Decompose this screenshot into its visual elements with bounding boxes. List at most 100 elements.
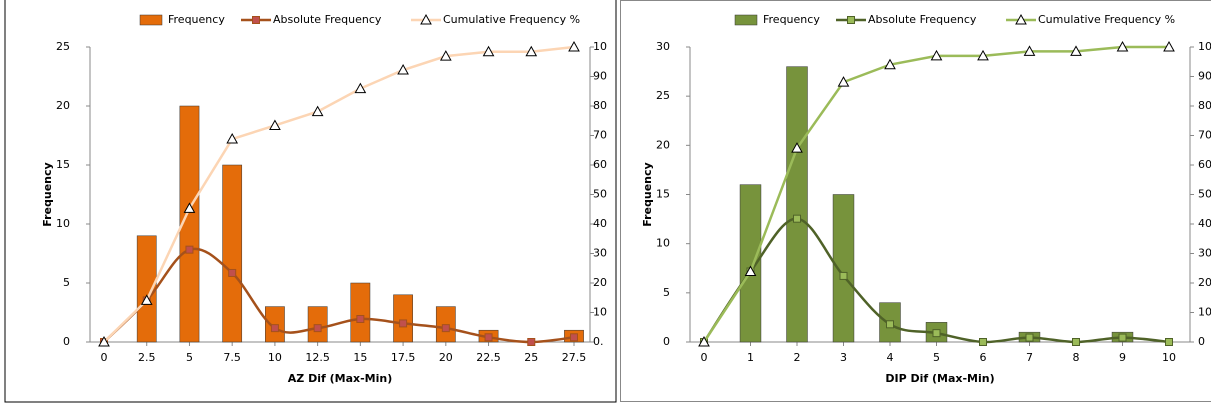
y2-tick-label: 30 bbox=[1198, 247, 1211, 260]
x-tick-label: 4 bbox=[887, 351, 894, 364]
marker bbox=[400, 320, 407, 327]
bar bbox=[223, 165, 242, 342]
x-tick-label: 7.5 bbox=[223, 351, 241, 364]
x-tick-label: 15 bbox=[353, 351, 367, 364]
y-tick-label: 30 bbox=[656, 40, 670, 53]
y-tick-label: 25 bbox=[56, 40, 70, 53]
legend-swatch bbox=[140, 15, 162, 25]
x-tick-label: 9 bbox=[1119, 351, 1126, 364]
marker bbox=[528, 339, 535, 346]
x-tick-label: 10 bbox=[268, 351, 282, 364]
x-tick-label: 10 bbox=[1162, 351, 1176, 364]
y2-tick-label: 0. bbox=[593, 335, 604, 348]
y-tick-label: 20 bbox=[56, 99, 70, 112]
x-tick-label: 17.5 bbox=[391, 351, 416, 364]
y2-tick-label: 20 bbox=[1198, 276, 1211, 289]
marker bbox=[1026, 334, 1033, 341]
x-tick-label: 12.5 bbox=[305, 351, 330, 364]
marker bbox=[485, 334, 492, 341]
bar bbox=[740, 185, 761, 342]
y2-tick-label: 60 bbox=[593, 158, 607, 171]
y2-tick-label: 70 bbox=[593, 129, 607, 142]
y2-tick-label: 10 bbox=[1198, 40, 1211, 53]
y2-tick-label: 0 bbox=[1198, 335, 1205, 348]
bar bbox=[137, 236, 156, 342]
y-axis-title: Frequency bbox=[641, 162, 654, 226]
line bbox=[104, 47, 574, 342]
marker bbox=[271, 325, 278, 332]
legend-label: Cumulative Frequency % bbox=[1038, 13, 1175, 26]
marker bbox=[933, 330, 940, 337]
x-tick-label: 0 bbox=[101, 351, 108, 364]
y2-tick-label: 10 bbox=[593, 40, 607, 53]
marker bbox=[186, 246, 193, 253]
legend-swatch bbox=[735, 15, 757, 25]
marker bbox=[840, 272, 847, 279]
x-axis-title: AZ Dif (Max-Min) bbox=[288, 372, 392, 385]
line bbox=[104, 249, 574, 342]
marker bbox=[442, 325, 449, 332]
x-tick-label: 2.5 bbox=[138, 351, 156, 364]
marker bbox=[357, 315, 364, 322]
x-tick-label: 5 bbox=[186, 351, 193, 364]
y2-tick-label: 50 bbox=[593, 188, 607, 201]
y-tick-label: 15 bbox=[656, 188, 670, 201]
marker bbox=[253, 17, 260, 24]
x-tick-label: 25 bbox=[524, 351, 538, 364]
bar bbox=[787, 67, 808, 342]
y2-tick-label: 30 bbox=[593, 247, 607, 260]
marker bbox=[1119, 334, 1126, 341]
legend-label: Frequency bbox=[763, 13, 820, 26]
x-axis-title: DIP Dif (Max-Min) bbox=[885, 372, 994, 385]
x-tick-label: 8 bbox=[1073, 351, 1080, 364]
x-tick-label: 27.5 bbox=[562, 351, 587, 364]
bar bbox=[351, 283, 370, 342]
x-tick-label: 2 bbox=[794, 351, 801, 364]
y-tick-label: 0 bbox=[63, 335, 70, 348]
marker bbox=[980, 339, 987, 346]
y2-tick-label: 10 bbox=[593, 306, 607, 319]
marker bbox=[887, 321, 894, 328]
x-tick-label: 6 bbox=[980, 351, 987, 364]
y2-tick-label: 80 bbox=[1198, 99, 1211, 112]
marker bbox=[794, 215, 801, 222]
x-tick-label: 1 bbox=[747, 351, 754, 364]
line bbox=[704, 47, 1169, 342]
marker bbox=[1166, 339, 1173, 346]
y2-tick-label: 80 bbox=[593, 99, 607, 112]
marker bbox=[314, 325, 321, 332]
x-tick-label: 22.5 bbox=[476, 351, 501, 364]
bar bbox=[393, 295, 412, 342]
y2-tick-label: 70 bbox=[1198, 129, 1211, 142]
y2-tick-label: 50 bbox=[1198, 188, 1211, 201]
x-tick-label: 5 bbox=[933, 351, 940, 364]
y2-tick-label: 10 bbox=[1198, 306, 1211, 319]
legend-label: Absolute Frequency bbox=[273, 13, 382, 26]
y-tick-label: 10 bbox=[56, 217, 70, 230]
y2-tick-label: 40 bbox=[593, 217, 607, 230]
x-tick-label: 0 bbox=[701, 351, 708, 364]
y-tick-label: 0 bbox=[663, 335, 670, 348]
y2-tick-label: 90 bbox=[593, 70, 607, 83]
marker bbox=[1073, 339, 1080, 346]
y2-tick-label: 20 bbox=[593, 276, 607, 289]
y-tick-label: 5 bbox=[63, 276, 70, 289]
marker bbox=[571, 334, 578, 341]
y-tick-label: 10 bbox=[656, 237, 670, 250]
y-tick-label: 20 bbox=[656, 138, 670, 151]
y-axis-title: Frequency bbox=[41, 162, 54, 226]
y-tick-label: 15 bbox=[56, 158, 70, 171]
x-tick-label: 7 bbox=[1026, 351, 1033, 364]
legend-label: Frequency bbox=[168, 13, 225, 26]
marker bbox=[229, 269, 236, 276]
y-tick-label: 25 bbox=[656, 89, 670, 102]
y2-tick-label: 40 bbox=[1198, 217, 1211, 230]
legend-label: Absolute Frequency bbox=[868, 13, 977, 26]
y-tick-label: 5 bbox=[663, 286, 670, 299]
y2-tick-label: 90 bbox=[1198, 70, 1211, 83]
y2-tick-label: 60 bbox=[1198, 158, 1211, 171]
x-tick-label: 20 bbox=[439, 351, 453, 364]
